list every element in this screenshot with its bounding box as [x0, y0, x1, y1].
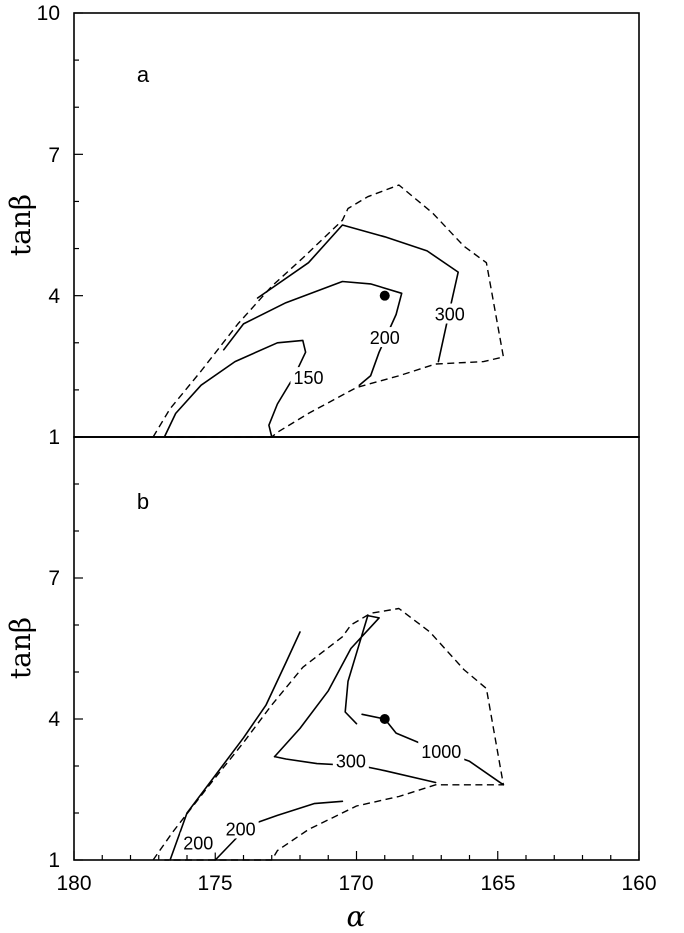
- contour-label: 300: [336, 751, 366, 771]
- contour-label-bg: [290, 367, 327, 388]
- contour-label: 200: [183, 834, 213, 854]
- y-tick-label: 1: [48, 426, 60, 449]
- panel-letter-b: b: [137, 489, 149, 514]
- contour-label-bg: [431, 303, 468, 324]
- y-tick-label: 1: [48, 849, 60, 872]
- dashed-boundary-a: [152, 184, 505, 438]
- contour-label-bg: [332, 750, 369, 771]
- marker-point-a: [379, 290, 390, 301]
- contour-200-a: [222, 280, 403, 386]
- x-tick-label: 160: [621, 872, 656, 895]
- contour-label-bg: [222, 818, 259, 839]
- contour-label: 150: [293, 368, 323, 388]
- x-tick-label: 165: [480, 872, 515, 895]
- contour-150-a: [163, 339, 307, 438]
- x-axis-label: α: [347, 900, 366, 933]
- contour-label-bg: [418, 740, 465, 761]
- contour-label: 1000: [421, 742, 461, 762]
- x-tick-label: 175: [197, 872, 232, 895]
- contour-label: 200: [226, 819, 256, 839]
- panel-b-frame: [73, 436, 640, 861]
- contour-label-bg: [366, 327, 403, 348]
- axis-ticks: [73, 12, 640, 861]
- panel-letter-a: a: [137, 62, 150, 87]
- contour-label: 200: [370, 328, 400, 348]
- y-axis-label-a: tanβ: [4, 194, 37, 256]
- y-tick-label: 7: [48, 567, 60, 590]
- panel-a-frame: [73, 12, 640, 438]
- text-labels: 150 200 300 200 200 300 1000: [180, 303, 468, 854]
- y-tick-label: 10: [37, 2, 60, 25]
- x-tick-label: 170: [338, 872, 373, 895]
- x-tick-label: 180: [56, 872, 91, 895]
- y-tick-label: 7: [48, 144, 60, 167]
- y-axis-label-b: tanβ: [4, 617, 37, 679]
- y-tick-label: 4: [48, 708, 60, 731]
- contour-label: 300: [435, 305, 465, 325]
- contour-200-b: [214, 800, 344, 861]
- contour-label-bg: [180, 832, 217, 853]
- y-tick-label: 4: [48, 285, 60, 308]
- dashed-boundary-b: [152, 607, 505, 861]
- marker-point-b: [379, 714, 390, 724]
- contour-300-b: [273, 614, 380, 758]
